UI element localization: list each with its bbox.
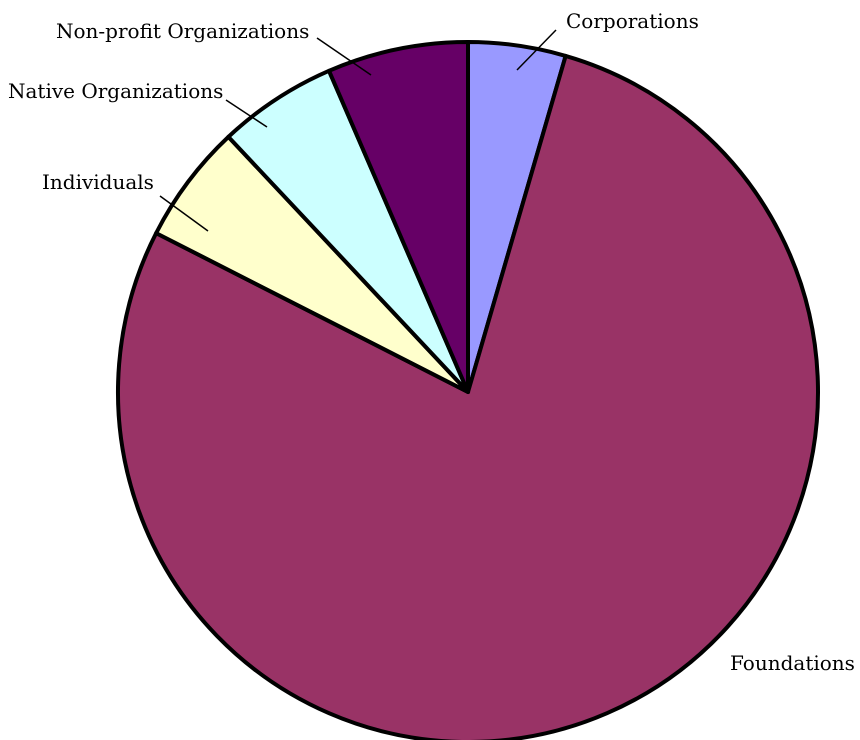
pie-slice-non-profit-organizations — [326, 40, 470, 394]
slice-label-individuals: Individuals — [42, 170, 154, 194]
pie-slices — [116, 40, 820, 740]
slice-label-native-organizations: Native Organizations — [8, 79, 223, 103]
pie-slice-foundations — [116, 53, 820, 740]
slice-label-corporations: Corporations — [566, 9, 699, 33]
leader-lines — [159, 29, 557, 232]
slice-labels: Corporations Foundations Individuals Native… — [8, 9, 855, 675]
leader-line-native-organizations — [225, 99, 268, 128]
leader-line-corporations — [516, 29, 557, 71]
slice-label-non-profit-organizations: Non-profit Organizations — [56, 19, 309, 43]
leader-line-individuals — [159, 195, 209, 232]
leader-line-non-profit-organizations — [316, 37, 372, 76]
slice-label-foundations: Foundations — [730, 651, 855, 675]
